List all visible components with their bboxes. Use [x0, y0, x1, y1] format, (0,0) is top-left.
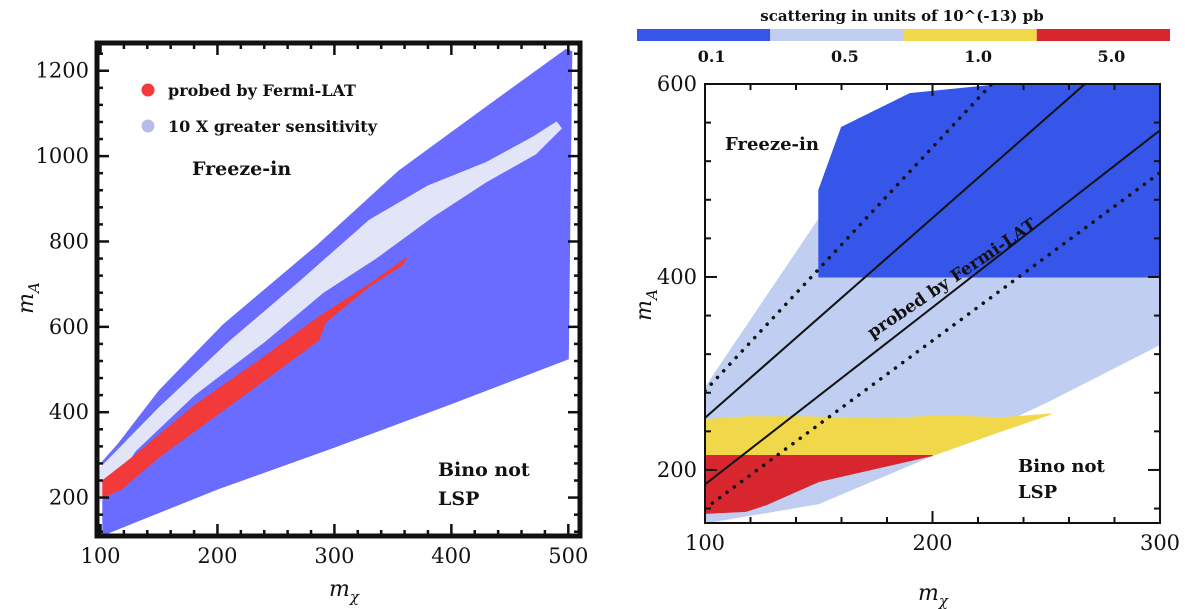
- colorbar-tick-label: 1.0: [964, 47, 992, 66]
- x-tick-label: 200: [912, 531, 952, 555]
- left-y-axis-label: mA: [14, 282, 43, 314]
- x-tick-label: 400: [431, 544, 471, 568]
- right-x-axis-label: mχ: [918, 581, 949, 609]
- y-tick-label: 800: [49, 229, 89, 253]
- left-plot-frame: [94, 40, 583, 539]
- legend-label: probed by Fermi-LAT: [168, 81, 356, 100]
- fermi-lat-line: [705, 84, 1086, 419]
- left-plot-area: [100, 48, 573, 536]
- colorbar-tick-label: 0.1: [698, 47, 726, 66]
- legend-marker: [141, 83, 155, 97]
- y-tick-label: 200: [657, 458, 697, 482]
- left-chart: 100 200 300 400 500 200 400 600 800 1000 1200 mχ mA p…: [14, 40, 588, 606]
- annotation: Freeze-in: [725, 134, 819, 155]
- region-probed-by-fermi-lat: [102, 257, 408, 499]
- x-tick-label: 300: [314, 544, 354, 568]
- region-1-0: [705, 413, 1051, 456]
- x-tick-label: 100: [685, 531, 725, 555]
- annotation: Bino not: [438, 459, 530, 481]
- x-tick-label: 100: [80, 544, 120, 568]
- y-tick-label: 600: [657, 72, 697, 96]
- y-tick-label: 400: [657, 265, 697, 289]
- y-tick-label: 600: [49, 315, 89, 339]
- colorbar-segment: [903, 29, 1037, 41]
- right-plot-area: [705, 84, 1160, 523]
- left-x-axis-label: mχ: [329, 577, 360, 606]
- colorbar-segment: [770, 29, 904, 41]
- x-tick-label: 500: [548, 544, 588, 568]
- y-tick-label: 1200: [36, 59, 89, 83]
- colorbar-title: scattering in units of 10^(-13) pb: [760, 7, 1043, 25]
- y-tick-label: 400: [49, 400, 89, 424]
- colorbar-segment: [637, 29, 771, 41]
- annotation: LSP: [1018, 482, 1058, 503]
- fermi-lat-line: [705, 129, 1160, 486]
- annotation: LSP: [438, 488, 479, 510]
- region-viable: [102, 48, 573, 536]
- colorbar-segment: [1036, 29, 1170, 41]
- right-chart: scattering in units of 10^(-13) pb 0.1 0.5…: [632, 7, 1180, 609]
- annotation: Freeze-in: [192, 158, 291, 180]
- sensitivity-line-dotted: [705, 84, 994, 393]
- region-5-0: [705, 455, 933, 514]
- x-tick-label: 300: [1140, 531, 1180, 555]
- region-10-x-greater-sensitivity: [100, 121, 562, 504]
- legend-label: 10 X greater sensitivity: [168, 117, 378, 136]
- y-tick-label: 1000: [36, 144, 89, 168]
- annotation: Bino not: [1018, 456, 1106, 477]
- x-tick-label: 200: [197, 544, 237, 568]
- y-tick-label: 200: [49, 486, 89, 510]
- right-y-axis-label: mA: [632, 289, 661, 321]
- legend-marker: [141, 119, 155, 133]
- colorbar-tick-label: 0.5: [831, 47, 859, 66]
- colorbar-tick-label: 5.0: [1097, 47, 1125, 66]
- region-0-1: [818, 84, 1160, 278]
- sensitivity-line-dotted: [705, 171, 1160, 511]
